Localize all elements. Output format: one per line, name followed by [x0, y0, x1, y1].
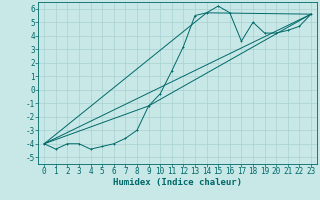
X-axis label: Humidex (Indice chaleur): Humidex (Indice chaleur) — [113, 178, 242, 187]
